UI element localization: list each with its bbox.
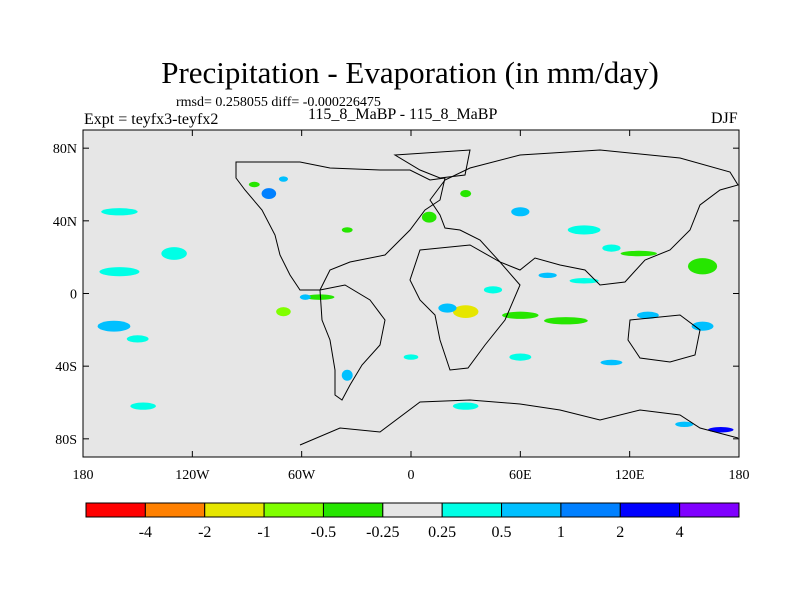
- field-region-33: [600, 359, 623, 366]
- y-tick-label-0: 80N: [53, 142, 77, 157]
- field-region-29: [452, 402, 479, 410]
- y-tick-label-2: 0: [70, 288, 77, 303]
- field-region-2: [126, 335, 149, 343]
- y-tick-label-3: 40S: [55, 360, 77, 375]
- x-tick-label-4: 60E: [509, 468, 532, 483]
- coastline-antarctica: [299, 399, 739, 446]
- colorbar-label-2: -1: [257, 524, 270, 541]
- field-region-15: [483, 286, 503, 294]
- colorbar-box-4: [322, 502, 384, 518]
- field-region-1: [97, 320, 131, 332]
- case-label: 115_8_MaBP - 115_8_MaBP: [308, 106, 498, 123]
- colorbar-box-1: [144, 502, 206, 518]
- field-region-26: [460, 189, 472, 198]
- colorbar-box-10: [679, 502, 740, 518]
- field-region-10: [305, 294, 335, 300]
- field-region-5: [101, 208, 138, 216]
- field-region-17: [569, 278, 599, 284]
- field-region-9: [341, 227, 353, 233]
- coastline-africa: [409, 244, 521, 371]
- field-region-24: [511, 207, 530, 217]
- x-tick-label-2: 60W: [288, 468, 316, 483]
- x-tick-label-6: 180: [729, 468, 750, 483]
- field-region-12: [276, 307, 291, 317]
- field-region-4: [161, 247, 187, 260]
- x-tick-label-1: 120W: [175, 468, 210, 483]
- y-tick-label-4: 80S: [55, 433, 77, 448]
- colorbar-box-8: [560, 502, 621, 518]
- field-region-16: [502, 311, 539, 319]
- field-region-27: [708, 427, 734, 433]
- colorbar-box-9: [619, 502, 681, 518]
- coastline-australia: [627, 314, 701, 363]
- experiment-label: Expt = teyfx3-teyfx2: [84, 111, 219, 128]
- field-region-28: [675, 421, 694, 428]
- field-region-19: [544, 317, 588, 325]
- field-region-8: [278, 176, 289, 182]
- field-region-31: [403, 354, 419, 360]
- coastline-europe-asia: [429, 149, 739, 286]
- field-region-13: [452, 305, 479, 319]
- map-background: [83, 130, 739, 457]
- x-tick-label-0: 180: [73, 468, 94, 483]
- colorbar-label-7: 1: [557, 524, 565, 541]
- field-region-11: [299, 294, 311, 300]
- colorbar-box-6: [441, 502, 503, 518]
- colorbar-label-8: 2: [616, 524, 624, 541]
- colorbar-box-5: [382, 502, 443, 518]
- colorbar-label-4: -0.25: [366, 524, 399, 541]
- field-region-34: [567, 225, 601, 235]
- field-region-6: [261, 188, 277, 200]
- colorbar-box-0: [85, 502, 146, 518]
- field-region-32: [341, 369, 353, 381]
- colorbar-label-3: -0.5: [311, 524, 336, 541]
- field-region-35: [602, 244, 621, 252]
- colorbar-box-7: [501, 502, 562, 518]
- colorbar-box-2: [204, 502, 265, 518]
- x-tick-label-3: 0: [408, 468, 415, 483]
- chart-title: Precipitation - Evaporation (in mm/day): [161, 55, 659, 90]
- field-region-23: [620, 250, 657, 257]
- field-region-18: [538, 272, 557, 279]
- colorbar-label-0: -4: [139, 524, 152, 541]
- field-region-22: [687, 258, 718, 275]
- field-region-25: [421, 211, 437, 223]
- colorbar-box-3: [263, 502, 324, 518]
- colorbar-label-9: 4: [676, 524, 684, 541]
- season-label: DJF: [711, 110, 738, 127]
- coastline-north-america: [235, 161, 446, 291]
- colorbar-label-6: 0.5: [492, 524, 512, 541]
- field-region-30: [509, 353, 532, 361]
- field-region-20: [636, 311, 659, 319]
- colorbar-label-1: -2: [198, 524, 211, 541]
- colorbar-label-5: 0.25: [428, 524, 456, 541]
- field-region-3: [130, 402, 156, 410]
- field-region-21: [691, 321, 714, 331]
- field-region-14: [438, 303, 457, 313]
- field-region-0: [99, 267, 140, 277]
- stats-label: rmsd= 0.258055 diff= -0.000226475: [176, 95, 381, 110]
- field-region-7: [248, 181, 260, 188]
- x-tick-label-5: 120E: [615, 468, 645, 483]
- coastline-south-america: [319, 284, 386, 401]
- y-tick-label-1: 40N: [53, 215, 77, 230]
